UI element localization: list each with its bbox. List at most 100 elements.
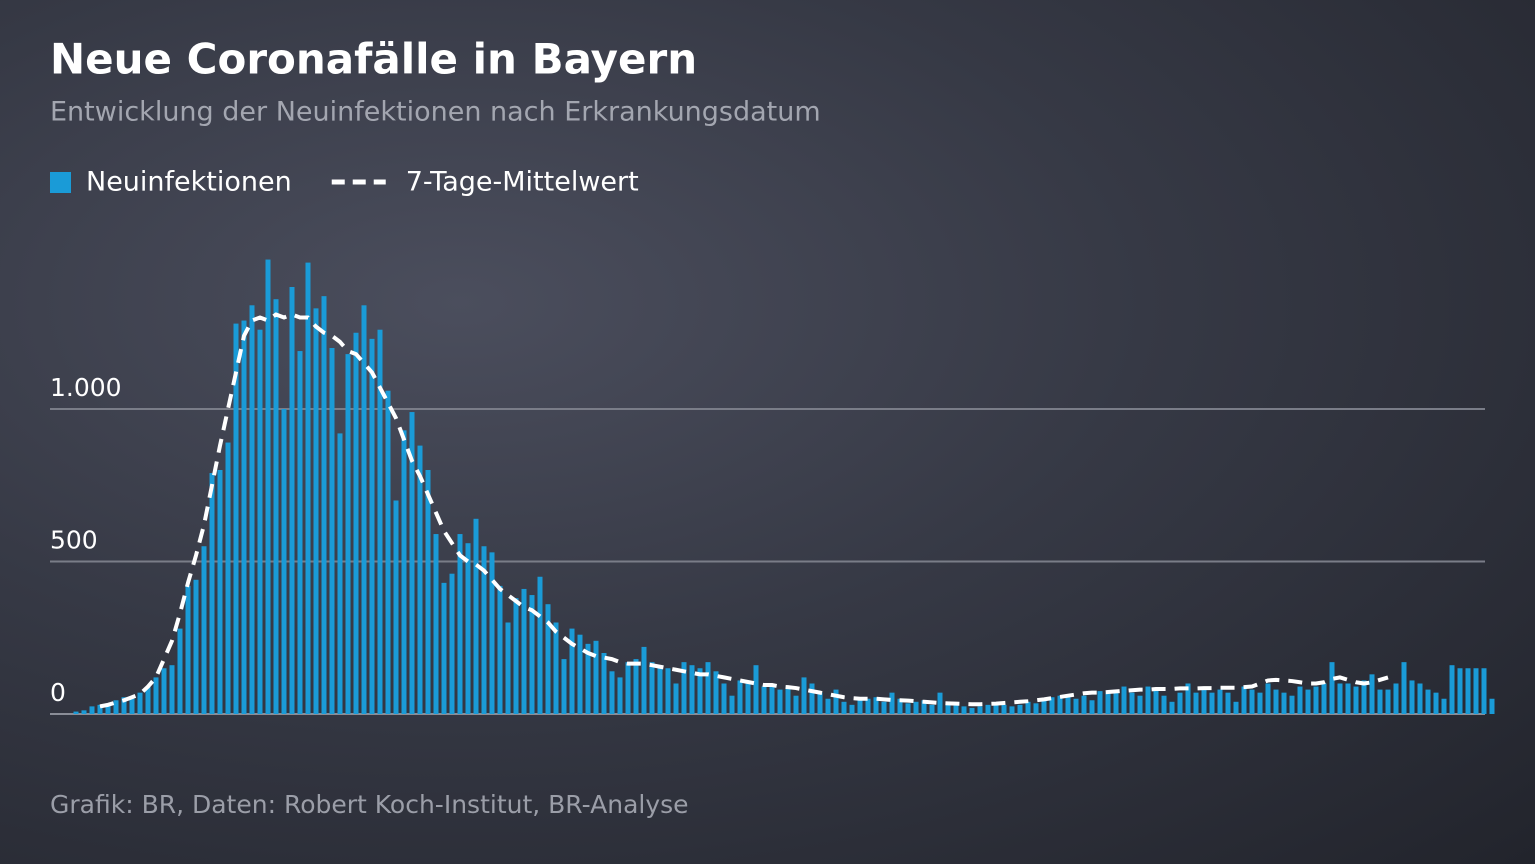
bar	[889, 692, 895, 714]
bar	[345, 354, 351, 714]
bar	[145, 686, 151, 714]
bar	[1185, 683, 1191, 714]
bar	[1033, 703, 1039, 714]
bar	[985, 704, 991, 714]
bar	[393, 500, 399, 714]
bar	[73, 711, 79, 714]
bar	[857, 700, 863, 714]
bar	[1481, 668, 1487, 714]
bar	[913, 701, 919, 714]
bar	[473, 518, 479, 714]
bar	[553, 622, 559, 714]
bar	[233, 323, 239, 714]
bar	[193, 579, 199, 714]
bar	[337, 433, 343, 714]
bar	[745, 680, 751, 714]
bar	[1329, 662, 1335, 714]
bar	[1449, 665, 1455, 714]
bar	[545, 604, 551, 714]
bar	[529, 595, 535, 714]
bar	[89, 706, 95, 714]
bar	[1193, 692, 1199, 714]
grid: 0 500 1.000	[50, 373, 1485, 715]
bar	[561, 659, 567, 714]
bar	[593, 640, 599, 714]
bar	[649, 662, 655, 714]
bar	[129, 698, 135, 714]
bar	[1289, 695, 1295, 714]
bar	[401, 430, 407, 714]
bar	[849, 704, 855, 714]
bar	[441, 582, 447, 714]
bar	[969, 707, 975, 714]
bar	[937, 692, 943, 714]
bar	[1337, 683, 1343, 714]
bar	[137, 692, 143, 714]
bar	[1273, 689, 1279, 714]
bar	[1265, 683, 1271, 714]
bar	[1001, 704, 1007, 714]
bar	[665, 668, 671, 714]
bar	[1225, 692, 1231, 714]
bar	[953, 704, 959, 714]
bar	[1361, 680, 1367, 714]
bar	[209, 473, 215, 714]
bar	[897, 698, 903, 714]
bar	[385, 390, 391, 714]
bar	[1393, 683, 1399, 714]
bar	[201, 546, 207, 714]
bar	[1201, 689, 1207, 714]
bar	[1217, 689, 1223, 714]
bar	[1049, 697, 1055, 714]
bar	[153, 677, 159, 714]
bar	[521, 588, 527, 714]
bar	[121, 697, 127, 714]
bar	[425, 470, 431, 714]
bar	[841, 701, 847, 714]
bar	[617, 677, 623, 714]
bar	[297, 351, 303, 714]
bar	[1081, 695, 1087, 714]
bar	[321, 296, 327, 714]
bar	[1241, 686, 1247, 714]
bar	[1489, 698, 1495, 714]
bar	[1161, 695, 1167, 714]
bar	[585, 643, 591, 714]
bar	[225, 442, 231, 714]
bar	[905, 703, 911, 714]
bar	[1177, 692, 1183, 714]
bar	[881, 701, 887, 714]
bar	[721, 683, 727, 714]
bar	[281, 409, 287, 714]
bar	[1305, 689, 1311, 714]
bar	[769, 686, 775, 714]
bar	[1121, 686, 1127, 714]
bar	[1401, 662, 1407, 714]
bar	[241, 320, 247, 714]
bar	[1097, 691, 1103, 714]
bar	[961, 706, 967, 714]
bar	[329, 348, 335, 714]
bar	[809, 683, 815, 714]
bar	[1041, 700, 1047, 714]
bar	[489, 552, 495, 714]
bar	[289, 287, 295, 714]
bar	[1377, 689, 1383, 714]
bar	[785, 686, 791, 714]
bar	[1137, 695, 1143, 714]
y-tick-label: 0	[50, 678, 66, 707]
bar	[625, 662, 631, 714]
bar	[1057, 695, 1063, 714]
bar	[273, 299, 279, 714]
bar	[177, 628, 183, 714]
bar	[921, 700, 927, 714]
bar	[113, 700, 119, 714]
bar	[417, 445, 423, 714]
bar	[1433, 692, 1439, 714]
bar	[1441, 698, 1447, 714]
bar	[377, 329, 383, 714]
bar	[1169, 701, 1175, 714]
bar	[1249, 689, 1255, 714]
bar	[1369, 674, 1375, 714]
